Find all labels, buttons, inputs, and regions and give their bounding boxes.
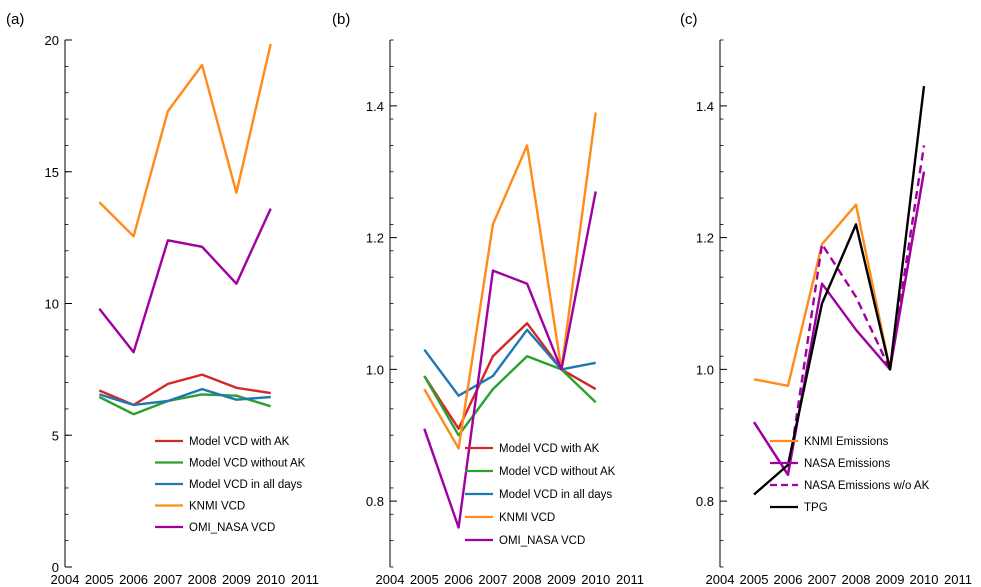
series-line-4 xyxy=(753,85,926,496)
x-tick-label: 2009 xyxy=(222,572,251,587)
series-line-2 xyxy=(423,355,597,437)
series-line-3 xyxy=(752,145,926,476)
x-tick-label: 2011 xyxy=(616,572,644,587)
x-tick-label: 2010 xyxy=(910,572,939,587)
y-tick-label: 1.4 xyxy=(696,99,714,114)
legend: Model VCD with AK Model VCD without AK Mod… xyxy=(155,436,306,534)
y-tick-label: 15 xyxy=(45,165,59,180)
legend-label: Model VCD in all days xyxy=(499,489,612,501)
legend: KNMI Emissions NASA Emissions NASA Emissio… xyxy=(770,436,930,514)
y-tick-label: 10 xyxy=(45,297,59,312)
legend-label: Model VCD without AK xyxy=(189,458,306,470)
series-line-3 xyxy=(423,328,596,397)
series-line-2 xyxy=(752,171,926,476)
x-tick-label: 2006 xyxy=(119,572,148,587)
legend-label: KNMI VCD xyxy=(499,512,555,524)
chart-panel-1: (a) 0 5 10 15 20 2004 2005 2006 2007 2008 2009 2010 2… xyxy=(6,11,319,587)
x-tick-label: 2006 xyxy=(774,572,803,587)
legend-label: KNMI VCD xyxy=(189,501,245,513)
x-tick-label: 2005 xyxy=(85,572,114,587)
legend-label: Model VCD with AK xyxy=(189,436,290,448)
series-line-1 xyxy=(753,171,926,387)
legend-label: Model VCD without AK xyxy=(499,466,616,478)
series-line-5 xyxy=(423,191,597,529)
legend-label: Model VCD in all days xyxy=(189,479,302,491)
x-tick-label: 2004 xyxy=(51,572,80,587)
x-tick-label: 2004 xyxy=(376,572,405,587)
x-tick-label: 2009 xyxy=(547,572,576,587)
legend: Model VCD with AK Model VCD without AK Mod… xyxy=(465,443,616,547)
panel-label: (c) xyxy=(680,11,698,28)
legend-label: KNMI Emissions xyxy=(804,436,889,448)
y-tick-label: 1.0 xyxy=(366,362,384,377)
x-tick-label: 2007 xyxy=(478,572,507,587)
panel-label: (b) xyxy=(332,11,350,28)
x-tick-label: 2010 xyxy=(256,572,285,587)
panel-label: (a) xyxy=(6,11,24,28)
legend-label: OMI_NASA VCD xyxy=(499,535,585,547)
x-tick-label: 2005 xyxy=(740,572,769,587)
x-tick-label: 2010 xyxy=(581,572,610,587)
legend-label: TPG xyxy=(804,502,828,514)
y-tick-label: 1.4 xyxy=(366,99,384,114)
chart-panel-3: (c) 0.8 1.0 1.2 1.4 2004 2005 2006 2007 2008 2009 2… xyxy=(680,11,972,587)
series-line-1 xyxy=(98,373,271,407)
y-tick-label: 0.8 xyxy=(696,494,714,509)
series-line-5 xyxy=(98,208,272,354)
x-tick-label: 2011 xyxy=(944,572,972,587)
chart-panel-2: (b) 0.8 1.0 1.2 1.4 2004 2005 2006 2007 2008 2009 2… xyxy=(332,11,644,587)
x-tick-label: 2011 xyxy=(291,572,319,587)
y-tick-label: 1.2 xyxy=(696,231,714,246)
x-tick-label: 2007 xyxy=(808,572,837,587)
y-tick-label: 1.2 xyxy=(366,231,384,246)
x-tick-label: 2008 xyxy=(842,572,871,587)
y-tick-label: 0.8 xyxy=(366,494,384,509)
legend-label: OMI_NASA VCD xyxy=(189,522,275,534)
x-tick-label: 2007 xyxy=(153,572,182,587)
legend-label: NASA Emissions w/o AK xyxy=(804,480,930,492)
y-tick-label: 5 xyxy=(52,428,59,443)
legend-label: NASA Emissions xyxy=(804,458,891,470)
series-line-3 xyxy=(98,387,271,407)
x-tick-label: 2008 xyxy=(188,572,217,587)
legend-label: Model VCD with AK xyxy=(499,443,600,455)
x-tick-label: 2004 xyxy=(706,572,735,587)
x-tick-label: 2008 xyxy=(513,572,542,587)
x-tick-label: 2006 xyxy=(444,572,473,587)
x-tick-label: 2005 xyxy=(410,572,439,587)
series-line-4 xyxy=(423,112,597,450)
series-line-2 xyxy=(98,393,272,416)
series-line-4 xyxy=(98,43,272,238)
y-tick-label: 1.0 xyxy=(696,362,714,377)
series-line-1 xyxy=(423,322,597,430)
x-tick-label: 2009 xyxy=(876,572,905,587)
y-tick-label: 20 xyxy=(45,33,59,48)
y-tick-label: 0 xyxy=(52,560,59,575)
